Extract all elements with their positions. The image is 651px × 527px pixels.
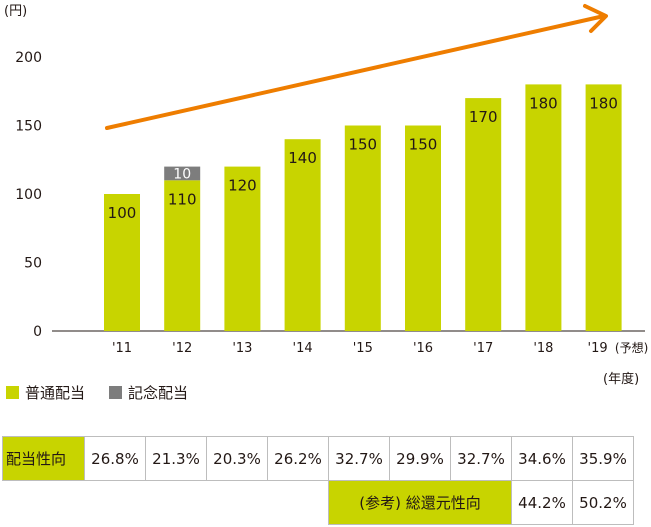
table-cell: 26.8% — [84, 436, 146, 481]
bar-value-label: 140 — [288, 149, 317, 167]
bar-value-label: 120 — [228, 177, 257, 195]
x-tick-label: '13 — [232, 341, 252, 356]
bar-value-label: 150 — [348, 136, 377, 154]
y-tick-label: 100 — [15, 187, 42, 203]
table-cell: 26.2% — [267, 436, 329, 481]
x-tick-label: '16 — [413, 341, 433, 356]
y-tick-label: 50 — [24, 256, 42, 272]
row-header-payout-ratio: 配当性向 — [2, 436, 85, 481]
bar-regular — [465, 98, 502, 331]
bar-commemorative-label: 10 — [173, 167, 191, 183]
bar-regular — [585, 84, 622, 332]
y-axis-unit: (円) — [4, 4, 28, 19]
bar-regular — [284, 139, 321, 331]
x-tick-label: '11 — [112, 341, 132, 356]
table-cell: 35.9% — [572, 436, 634, 481]
y-tick-label: 200 — [15, 50, 42, 66]
x-axis-unit: (年度) — [603, 372, 640, 387]
y-tick-label: 0 — [33, 324, 42, 340]
x-tick-label: '17 — [473, 341, 493, 356]
row-header-total-return: (参考) 総還元性向 — [328, 480, 512, 525]
x-tick-label: '15 — [353, 341, 373, 356]
bar-value-label: 100 — [108, 204, 137, 222]
bar-regular — [344, 125, 381, 331]
table-cell: 21.3% — [145, 436, 207, 481]
legend-label-regular: 普通配当 — [25, 384, 86, 402]
legend-swatch-regular — [6, 386, 19, 399]
x-tick-note: (予想) — [615, 340, 648, 355]
table-cell: 29.9% — [389, 436, 451, 481]
table-cell: 44.2% — [511, 480, 573, 525]
trend-arrow-shaft — [105, 14, 606, 130]
table-cell: 32.7% — [328, 436, 390, 481]
trend-arrow — [105, 4, 608, 130]
x-tick-label: '19 — [588, 341, 608, 356]
bar-regular — [525, 84, 562, 332]
legend-item-commemorative: 記念配当 — [109, 382, 188, 403]
table-cell: 20.3% — [206, 436, 268, 481]
table-cell: 34.6% — [511, 436, 573, 481]
payout-ratio-table: 配当性向 26.8% 21.3% 20.3% 26.2% 32.7% 29.9%… — [2, 436, 634, 525]
table-blank — [3, 481, 329, 525]
bar-regular — [405, 125, 441, 331]
x-tick-label: '14 — [293, 341, 313, 356]
legend-item-regular: 普通配当 — [6, 382, 85, 403]
x-tick-label: '12 — [172, 341, 192, 356]
table-cell: 50.2% — [572, 480, 634, 525]
bar-regular — [104, 194, 140, 331]
bar-value-label: 150 — [409, 136, 438, 154]
table-cell: 32.7% — [450, 436, 512, 481]
y-tick-label: 150 — [15, 119, 42, 135]
bar-value-label: 110 — [168, 190, 197, 208]
bar-value-label: 170 — [469, 108, 498, 126]
bar-regular — [224, 166, 261, 331]
bar-value-label: 180 — [529, 94, 558, 112]
bars-group: 100 110 10 120 140 150 150 170 180 180 — [104, 84, 622, 332]
bar-value-label: 180 — [589, 94, 618, 112]
legend-swatch-commemorative — [109, 386, 123, 399]
legend-label-commemorative: 記念配当 — [128, 384, 189, 402]
table-row: (参考) 総還元性向 44.2% 50.2% — [3, 480, 634, 525]
legend: 普通配当 記念配当 — [6, 382, 212, 403]
bar-regular — [164, 180, 201, 331]
x-axis: '11 '12 '13 '14 '15 '16 '17 '18 '19 (予想) — [112, 340, 648, 356]
trend-arrow-head — [583, 4, 608, 33]
bar-commemorative — [164, 166, 201, 181]
table-row: 配当性向 26.8% 21.3% 20.3% 26.2% 32.7% 29.9%… — [2, 436, 634, 481]
x-tick-label: '18 — [533, 341, 553, 356]
